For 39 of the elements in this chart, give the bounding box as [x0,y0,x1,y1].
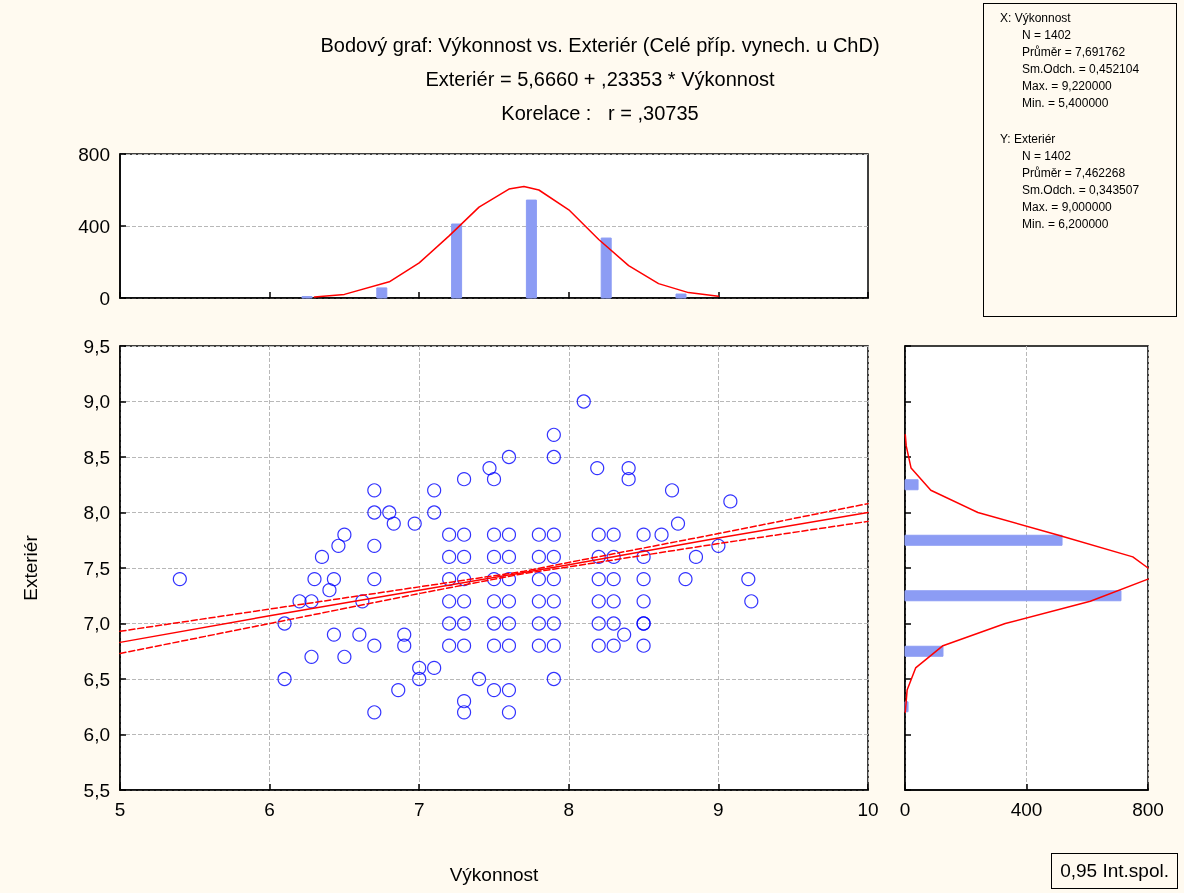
x-axis-title: Výkonnost [449,864,540,885]
x-tick-label: 400 [1010,799,1043,820]
text: Průměr = 7,691762 [1021,44,1127,61]
x-tick-label: 6 [264,799,275,820]
y-tick-label: 0 [99,287,110,309]
text: N = 1402 [1021,148,1073,165]
y-tick-label: 7,5 [83,557,110,579]
y-tick-label: 7,0 [83,613,110,634]
text: Průměr = 7,462268 [1021,165,1127,182]
x-tick-label: 7 [413,799,425,820]
y-tick-label: 9,5 [83,335,110,357]
x-tick-label: 0 [899,799,911,820]
text: 0,95 Int.spol. [1051,853,1178,889]
text: Y: Exteriér [999,131,1057,148]
y-tick-label: 400 [78,215,110,237]
x-tick-label: 8 [563,799,575,820]
y-tick-label: 8,5 [83,446,110,468]
text: Min. = 6,200000 [1021,216,1110,233]
y-tick-label: 5,5 [83,779,110,801]
text: Sm.Odch. = 0,452104 [1021,61,1141,78]
x-tick-label: 10 [857,799,879,820]
y-tick-label: 9,0 [83,391,110,412]
x-tick-label: 800 [1132,799,1164,820]
y-tick-label: 8,0 [83,502,110,523]
y-axis-title: Exteriér [20,534,41,601]
text: N = 1402 [1021,27,1073,44]
text: Korelace : r = ,30735 [501,102,699,124]
y-tick-label: 6,5 [83,668,110,690]
x-tick-label: 5 [114,799,126,820]
text: Sm.Odch. = 0,343507 [1021,182,1141,199]
x-tick-label: 9 [713,799,724,820]
y-tick-label: 6,0 [83,724,110,745]
chart-title: Bodový graf: Výkonnost vs. Exteriér (Celé příp. vynech. u ChD) [320,34,880,56]
text: Min. = 5,400000 [1021,95,1110,112]
text: X: Výkonnost [999,10,1072,27]
text: Max. = 9,220000 [1021,78,1113,95]
text: Max. = 9,000000 [1021,199,1113,216]
y-tick-label: 800 [78,143,110,165]
chart-subtitle: Exteriér = 5,6660 + ,23353 * Výkonnost [425,68,775,90]
